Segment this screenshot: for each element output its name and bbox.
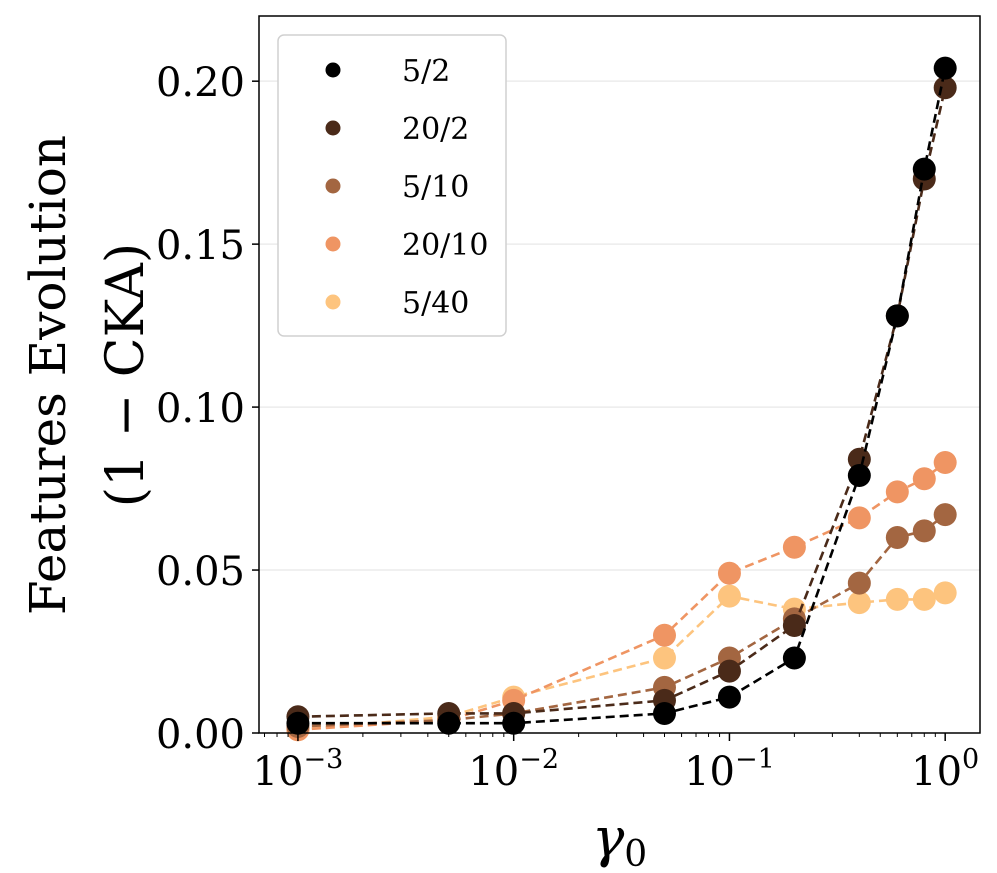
legend-label: 20/10 (402, 228, 488, 263)
legend-label: 20/2 (402, 112, 469, 147)
x-axis-title-main: γ (592, 806, 625, 869)
y-axis-title-2: (1 − CKA) (96, 243, 156, 507)
data-point-5-10 (933, 503, 957, 527)
series-line-5-40 (297, 591, 946, 731)
legend-marker (325, 178, 341, 194)
data-point-5-40 (933, 581, 957, 605)
data-point-5-2 (437, 711, 461, 735)
data-point-5-40 (652, 646, 676, 670)
y-tick-label: 0.20 (156, 60, 245, 106)
y-axis-title-line2: (1 − CKA) (96, 243, 156, 507)
x-tick-label: 100 (911, 744, 979, 795)
data-point-5-40 (717, 584, 741, 608)
svg-text:γ0: γ0 (592, 806, 647, 873)
y-tick-label: 0.10 (156, 386, 245, 432)
series-5-2 (286, 56, 957, 735)
data-point-5-2 (847, 464, 871, 488)
data-point-5-2 (652, 701, 676, 725)
series-layer (286, 56, 957, 742)
x-tick-label: 10−3 (253, 744, 344, 795)
data-point-5-40 (885, 587, 909, 611)
legend-label: 5/2 (402, 54, 450, 89)
data-point-5-10 (885, 525, 909, 549)
data-point-20-10 (782, 535, 806, 559)
y-axis: 0.00 0.05 0.10 0.15 0.20 (156, 60, 259, 758)
series-line-20-2 (297, 87, 947, 718)
y-tick-label: 0.00 (156, 712, 245, 758)
data-point-5-10 (912, 519, 936, 543)
data-point-20-10 (847, 506, 871, 530)
y-axis-title: Features Evolution (19, 135, 77, 615)
y-axis-title-line1: Features Evolution (19, 135, 77, 615)
data-point-5-2 (717, 685, 741, 709)
series-line-20-10 (297, 461, 946, 731)
series-line-5-2 (297, 67, 947, 725)
legend-marker (325, 120, 341, 136)
legend-marker (325, 294, 341, 310)
legend: 5/2 20/2 5/10 20/10 5/40 (277, 34, 507, 337)
x-tick-label: 10−2 (468, 744, 559, 795)
data-point-5-2 (912, 157, 936, 181)
data-point-20-2 (933, 76, 957, 100)
legend-label: 5/10 (402, 170, 469, 205)
data-point-20-10 (885, 480, 909, 504)
data-point-5-2 (885, 304, 909, 328)
x-axis-title: γ0 (592, 806, 647, 873)
x-axis-title-subscript: 0 (624, 834, 647, 873)
x-tick-label: 10−1 (684, 744, 775, 795)
data-point-20-2 (847, 447, 871, 471)
data-point-5-2 (782, 646, 806, 670)
data-point-5-2 (502, 711, 526, 735)
legend-box (277, 34, 507, 337)
data-point-5-2 (933, 56, 957, 80)
data-point-5-2 (286, 711, 310, 735)
x-axis: 10−3 10−2 10−1 100 (253, 733, 979, 795)
data-point-5-40 (847, 591, 871, 615)
data-point-20-2 (717, 659, 741, 683)
y-tick-label: 0.15 (156, 223, 245, 269)
legend-marker (325, 236, 341, 252)
data-point-5-10 (847, 571, 871, 595)
plot-frame (258, 15, 981, 734)
data-point-20-2 (782, 613, 806, 637)
data-point-20-10 (933, 450, 957, 474)
legend-label: 5/40 (402, 286, 469, 321)
data-point-5-40 (912, 587, 936, 611)
y-tick-label: 0.05 (156, 549, 245, 595)
data-point-20-10 (912, 467, 936, 491)
data-point-20-10 (717, 561, 741, 585)
series-5-10 (286, 503, 957, 738)
data-point-20-10 (652, 623, 676, 647)
legend-marker (325, 62, 341, 78)
series-line-5-10 (297, 513, 946, 728)
